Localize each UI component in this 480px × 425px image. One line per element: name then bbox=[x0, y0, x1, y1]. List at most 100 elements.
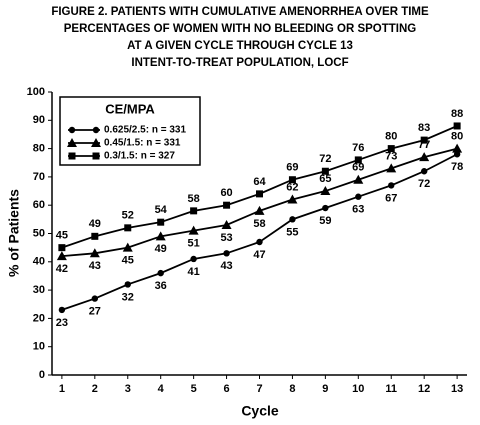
data-label: 23 bbox=[56, 317, 68, 329]
data-label: 76 bbox=[352, 142, 364, 154]
x-tick-label: 8 bbox=[289, 383, 295, 395]
data-label: 60 bbox=[220, 187, 232, 199]
data-label: 32 bbox=[122, 291, 134, 303]
marker bbox=[288, 176, 296, 184]
marker bbox=[289, 216, 296, 223]
y-tick-label: 80 bbox=[33, 143, 45, 155]
marker bbox=[92, 152, 100, 160]
marker bbox=[157, 269, 164, 277]
x-tick-label: 2 bbox=[92, 383, 98, 395]
marker bbox=[91, 232, 99, 240]
data-label: 58 bbox=[188, 193, 200, 205]
marker bbox=[420, 168, 428, 175]
marker bbox=[420, 136, 428, 144]
legend-label: 0.45/1.5: n = 331 bbox=[104, 138, 181, 149]
data-label: 69 bbox=[286, 162, 298, 174]
x-tick-label: 1 bbox=[59, 383, 65, 395]
data-label: 47 bbox=[253, 249, 265, 261]
data-label: 52 bbox=[122, 210, 134, 222]
data-label: 80 bbox=[385, 131, 397, 143]
legend-box bbox=[59, 96, 201, 166]
marker bbox=[387, 145, 395, 153]
marker bbox=[386, 163, 397, 173]
marker bbox=[58, 244, 66, 252]
marker bbox=[354, 156, 362, 164]
marker bbox=[67, 138, 77, 147]
data-label: 27 bbox=[89, 305, 101, 317]
data-label: 62 bbox=[286, 181, 298, 193]
marker bbox=[122, 242, 133, 252]
data-label: 65 bbox=[319, 173, 331, 185]
data-label: 72 bbox=[319, 153, 331, 165]
marker bbox=[256, 190, 263, 198]
data-label: 63 bbox=[352, 204, 364, 216]
marker bbox=[453, 151, 461, 158]
x-tick-label: 5 bbox=[191, 383, 197, 395]
marker bbox=[419, 152, 430, 162]
y-tick-label: 40 bbox=[33, 256, 45, 268]
marker bbox=[452, 143, 463, 153]
data-label: 83 bbox=[418, 122, 430, 134]
marker bbox=[56, 251, 67, 261]
title-line: FIGURE 2. PATIENTS WITH CUMULATIVE AMENO… bbox=[51, 6, 429, 18]
legend-label: 0.3/1.5: n = 327 bbox=[104, 151, 175, 162]
x-tick-label: 10 bbox=[352, 383, 364, 395]
marker bbox=[254, 205, 265, 215]
data-label: 80 bbox=[451, 131, 463, 143]
marker bbox=[89, 248, 100, 258]
x-tick-label: 11 bbox=[385, 383, 397, 395]
marker bbox=[91, 295, 99, 302]
y-tick-label: 70 bbox=[33, 171, 45, 183]
marker bbox=[287, 194, 298, 204]
x-axis-label: Cycle bbox=[241, 403, 279, 419]
marker bbox=[223, 201, 231, 209]
marker bbox=[68, 126, 76, 134]
x-tick-label: 12 bbox=[418, 383, 430, 395]
data-label: 43 bbox=[89, 260, 101, 272]
marker bbox=[190, 255, 197, 263]
marker bbox=[68, 152, 76, 160]
marker bbox=[321, 167, 329, 175]
marker bbox=[190, 207, 198, 215]
legend-title: CE/MPA bbox=[105, 101, 155, 116]
marker bbox=[388, 182, 395, 189]
marker bbox=[92, 126, 100, 134]
y-tick-label: 100 bbox=[27, 86, 45, 98]
data-label: 58 bbox=[253, 218, 265, 230]
data-label: 55 bbox=[286, 226, 298, 238]
y-tick-label: 20 bbox=[33, 312, 45, 324]
marker bbox=[256, 238, 263, 246]
marker bbox=[355, 193, 362, 200]
marker bbox=[124, 224, 132, 232]
data-label: 73 bbox=[385, 150, 397, 162]
y-tick-label: 0 bbox=[39, 369, 45, 381]
y-tick-label: 90 bbox=[33, 114, 45, 126]
data-label: 88 bbox=[451, 108, 463, 120]
data-label: 36 bbox=[155, 280, 167, 292]
x-tick-label: 7 bbox=[256, 383, 262, 395]
data-label: 59 bbox=[319, 215, 331, 227]
marker bbox=[157, 218, 165, 226]
x-tick-label: 3 bbox=[125, 383, 131, 395]
x-tick-label: 4 bbox=[158, 383, 165, 395]
data-label: 41 bbox=[188, 266, 200, 278]
data-label: 67 bbox=[385, 192, 397, 204]
data-label: 54 bbox=[155, 204, 168, 216]
marker bbox=[320, 186, 331, 196]
marker bbox=[223, 250, 230, 257]
marker bbox=[91, 138, 101, 147]
marker bbox=[155, 231, 166, 241]
data-label: 43 bbox=[220, 260, 232, 272]
y-axis-label: % of Patients bbox=[6, 189, 22, 277]
y-tick-label: 30 bbox=[33, 284, 45, 296]
y-tick-label: 50 bbox=[33, 227, 45, 239]
marker bbox=[124, 281, 131, 288]
marker bbox=[188, 225, 199, 235]
data-label: 72 bbox=[418, 178, 430, 190]
title-line: AT A GIVEN CYCLE THROUGH CYCLE 13 bbox=[127, 40, 353, 52]
legend-label: 0.625/2.5: n = 331 bbox=[104, 125, 186, 136]
data-label: 42 bbox=[56, 263, 68, 275]
y-tick-label: 10 bbox=[33, 341, 45, 353]
marker bbox=[221, 220, 232, 230]
